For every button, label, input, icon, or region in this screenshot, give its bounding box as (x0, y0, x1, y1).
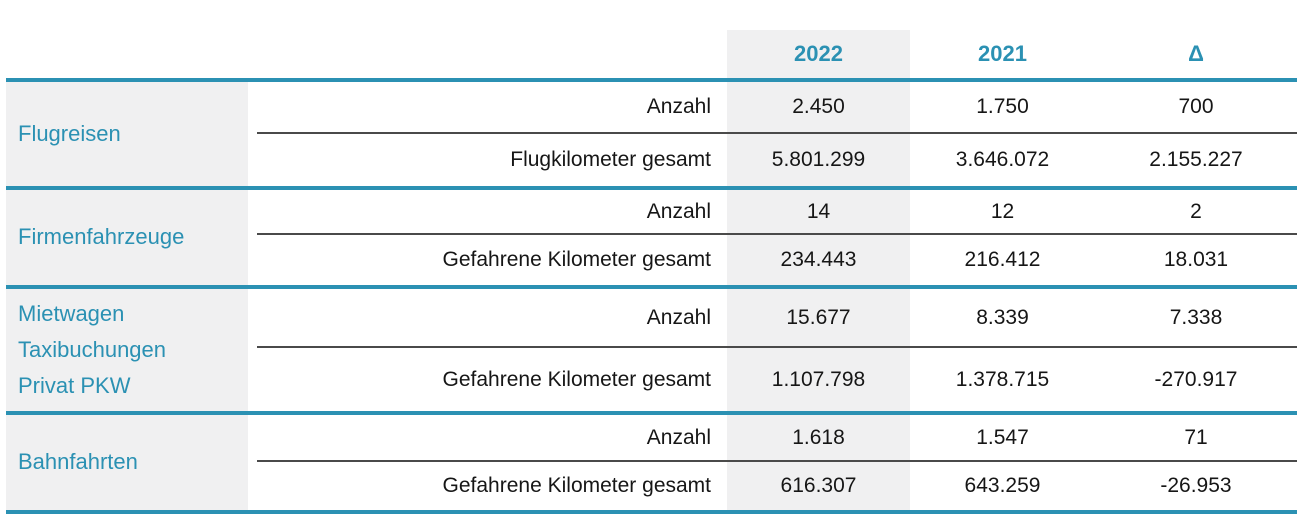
value-2022: 2.450 (727, 82, 910, 134)
group-flugreisen: Flugreisen Anzahl 2.450 1.750 700 Flugki… (6, 82, 1297, 190)
table-header-row: 2022 2021 Δ (6, 30, 1297, 82)
value-delta: 700 (1095, 82, 1297, 134)
metric-label: Gefahrene Kilometer gesamt (442, 474, 711, 497)
group-label-mietwagen-taxi-privat: Mietwagen Taxibuchungen Privat PKW (6, 289, 248, 411)
value-delta: 2 (1095, 190, 1297, 235)
group-bahnfahrten: Bahnfahrten Anzahl 1.618 1.547 71 Gefahr… (6, 415, 1297, 514)
value-2021: 216.412 (964, 248, 1041, 271)
column-header-delta: Δ (1188, 41, 1204, 66)
metric-label: Flugkilometer gesamt (510, 148, 711, 171)
value-delta: -270.917 (1154, 367, 1238, 391)
metric-label: Anzahl (257, 82, 727, 134)
value-delta: 71 (1095, 415, 1297, 462)
value-2022: 616.307 (727, 462, 910, 510)
value-2021: 1.547 (910, 415, 1095, 462)
gap-spacer (248, 82, 257, 134)
metric-label: Anzahl (257, 190, 727, 235)
group-firmenfahrzeuge: Firmenfahrzeuge Anzahl 14 12 2 Gefahrene… (6, 190, 1297, 289)
group-label-bahnfahrten: Bahnfahrten (6, 415, 248, 510)
header-spacer (6, 30, 248, 78)
column-header-2022: 2022 (727, 30, 910, 78)
gap-spacer (248, 190, 257, 235)
value-2022: 1.107.798 (727, 348, 910, 411)
value-2021: 1.750 (910, 82, 1095, 134)
value-delta: 7.338 (1095, 289, 1297, 348)
value-delta: 2.155.227 (1149, 148, 1243, 171)
value-2021: 643.259 (964, 474, 1041, 497)
header-spacer (248, 30, 257, 78)
gap-spacer (248, 348, 257, 411)
metric-label: Anzahl (257, 415, 727, 462)
metric-label: Anzahl (257, 289, 727, 348)
value-2022: 14 (727, 190, 910, 235)
column-header-2021: 2021 (978, 41, 1027, 66)
value-2022: 5.801.299 (727, 134, 910, 186)
header-spacer (257, 30, 727, 78)
travel-data-table: 2022 2021 Δ Flugreisen Anzahl 2.450 1.75… (6, 30, 1297, 514)
group-mietwagen-taxi-privat: Mietwagen Taxibuchungen Privat PKW Anzah… (6, 289, 1297, 415)
group-label-flugreisen: Flugreisen (6, 82, 248, 186)
value-delta: 18.031 (1163, 248, 1229, 271)
value-2021: 12 (910, 190, 1095, 235)
value-2021: 3.646.072 (955, 148, 1050, 171)
gap-spacer (248, 235, 257, 285)
metric-label: Gefahrene Kilometer gesamt (442, 367, 711, 391)
value-2021: 1.378.715 (955, 367, 1050, 391)
value-delta: -26.953 (1160, 474, 1232, 497)
metric-label: Gefahrene Kilometer gesamt (442, 248, 711, 271)
value-2021: 8.339 (910, 289, 1095, 348)
gap-spacer (248, 134, 257, 186)
gap-spacer (248, 462, 257, 510)
group-label-firmenfahrzeuge: Firmenfahrzeuge (6, 190, 248, 285)
gap-spacer (248, 415, 257, 462)
value-2022: 15.677 (727, 289, 910, 348)
value-2022: 234.443 (727, 235, 910, 285)
gap-spacer (248, 289, 257, 348)
value-2022: 1.618 (727, 415, 910, 462)
